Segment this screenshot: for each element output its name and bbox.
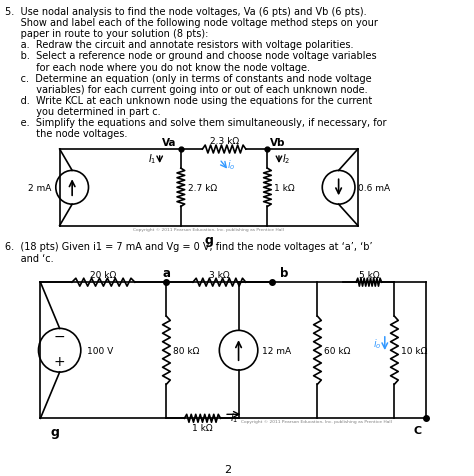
- Text: 2.3 kΩ: 2.3 kΩ: [210, 137, 239, 146]
- Text: 2.7 kΩ: 2.7 kΩ: [188, 183, 217, 192]
- Text: a.  Redraw the circuit and annotate resistors with voltage polarities.: a. Redraw the circuit and annotate resis…: [5, 40, 353, 50]
- Text: Show and label each of the following node voltage method steps on your: Show and label each of the following nod…: [5, 18, 378, 28]
- Text: C: C: [413, 426, 421, 436]
- Text: paper in route to your solution (8 pts):: paper in route to your solution (8 pts):: [5, 29, 208, 39]
- Text: Va: Va: [162, 138, 176, 148]
- Text: b.  Select a reference node or ground and choose node voltage variables: b. Select a reference node or ground and…: [5, 51, 376, 61]
- Text: and ‘c.: and ‘c.: [5, 253, 54, 263]
- Text: 1 kΩ: 1 kΩ: [192, 423, 213, 432]
- Text: 3 kΩ: 3 kΩ: [209, 271, 229, 279]
- Text: Copyright © 2011 Pearson Education, Inc. publishing as Prentice Hall: Copyright © 2011 Pearson Education, Inc.…: [133, 227, 284, 231]
- Text: 80 kΩ: 80 kΩ: [173, 346, 200, 355]
- Text: b: b: [280, 267, 288, 279]
- Text: 100 V: 100 V: [87, 346, 113, 355]
- Text: 2 mA: 2 mA: [27, 183, 51, 192]
- Text: a: a: [163, 267, 171, 279]
- Text: 2: 2: [224, 464, 232, 474]
- Text: e.  Simplify the equations and solve them simultaneously, if necessary, for: e. Simplify the equations and solve them…: [5, 118, 386, 128]
- Text: $I_2$: $I_2$: [282, 152, 290, 166]
- Text: the node voltages.: the node voltages.: [5, 129, 127, 139]
- Text: 5.  Use nodal analysis to find the node voltages, Va (6 pts) and Vb (6 pts).: 5. Use nodal analysis to find the node v…: [5, 7, 366, 17]
- Text: 10 kΩ: 10 kΩ: [401, 346, 428, 355]
- Text: $i_o$: $i_o$: [227, 158, 236, 171]
- Text: $I_1$: $I_1$: [148, 152, 157, 166]
- Text: d.  Write KCL at each unknown node using the equations for the current: d. Write KCL at each unknown node using …: [5, 96, 372, 106]
- Text: Vb: Vb: [270, 138, 286, 148]
- Text: $i_1$: $i_1$: [229, 410, 238, 424]
- Text: g: g: [204, 234, 213, 247]
- Text: 20 kΩ: 20 kΩ: [90, 271, 117, 279]
- Text: for each node where you do not know the node voltage.: for each node where you do not know the …: [5, 62, 310, 72]
- Text: variables) for each current going into or out of each unknown node.: variables) for each current going into o…: [5, 85, 367, 95]
- Text: 12 mA: 12 mA: [262, 346, 291, 355]
- Text: 5 kΩ: 5 kΩ: [359, 271, 379, 279]
- Text: 6.  (18 pts) Given i1 = 7 mA and Vg = 0 V, find the node voltages at ‘a’, ‘b’: 6. (18 pts) Given i1 = 7 mA and Vg = 0 V…: [5, 242, 373, 252]
- Text: you determined in part c.: you determined in part c.: [5, 107, 160, 117]
- Text: 60 kΩ: 60 kΩ: [324, 346, 351, 355]
- Text: 1 kΩ: 1 kΩ: [274, 183, 295, 192]
- Text: c.  Determine an equation (only in terms of constants and node voltage: c. Determine an equation (only in terms …: [5, 74, 372, 84]
- Text: g: g: [50, 426, 59, 438]
- Text: +: +: [54, 355, 65, 368]
- Text: $i_o$: $i_o$: [374, 337, 382, 351]
- Text: 0.6 mA: 0.6 mA: [358, 183, 390, 192]
- Text: −: −: [54, 329, 65, 344]
- Text: Copyright © 2011 Pearson Education, Inc. publishing as Prentice Hall: Copyright © 2011 Pearson Education, Inc.…: [241, 419, 392, 423]
